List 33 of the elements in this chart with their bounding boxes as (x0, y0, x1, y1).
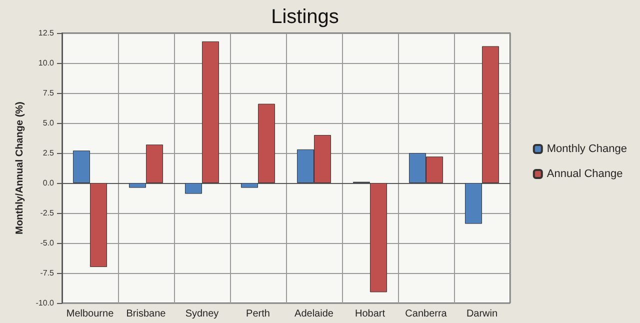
y-tick-label: 2.5 (42, 148, 55, 158)
bar (202, 41, 219, 183)
y-tick-label: -2.5 (40, 208, 55, 218)
y-tick-label: 5.0 (42, 118, 55, 128)
y-tick-label: -10.0 (36, 298, 55, 308)
y-tick-label: 7.5 (42, 88, 55, 98)
x-tick-label: Canberra (405, 308, 448, 320)
bar (146, 144, 163, 183)
y-tick-label: 0.0 (42, 178, 55, 188)
x-tick-label: Perth (246, 308, 270, 320)
bar (482, 46, 499, 183)
bar (258, 104, 275, 183)
bar (370, 183, 387, 292)
x-tick-label: Brisbane (126, 308, 166, 320)
bar (90, 183, 107, 267)
y-tick-label: 12.5 (38, 28, 55, 38)
y-tick-label: 10.0 (38, 58, 55, 68)
legend-label: Annual Change (546, 168, 623, 180)
x-tick-label: Darwin (466, 308, 498, 320)
legend-label: Monthly Change (546, 143, 628, 155)
bar (185, 183, 202, 194)
y-tick-label: -5.0 (40, 238, 55, 248)
bar (465, 183, 482, 224)
x-tick-label: Melbourne (66, 308, 114, 320)
x-tick-label: Adelaide (294, 308, 334, 320)
bar (129, 183, 146, 188)
y-tick-label: -7.5 (40, 268, 55, 278)
y-axis-title: Monthly/Annual Change (%) (14, 102, 26, 234)
bar (73, 150, 90, 183)
x-tick-label: Hobart (354, 308, 386, 320)
bar (241, 183, 258, 188)
chart-title: Listings (271, 6, 339, 28)
x-tick-label: Sydney (185, 308, 219, 320)
